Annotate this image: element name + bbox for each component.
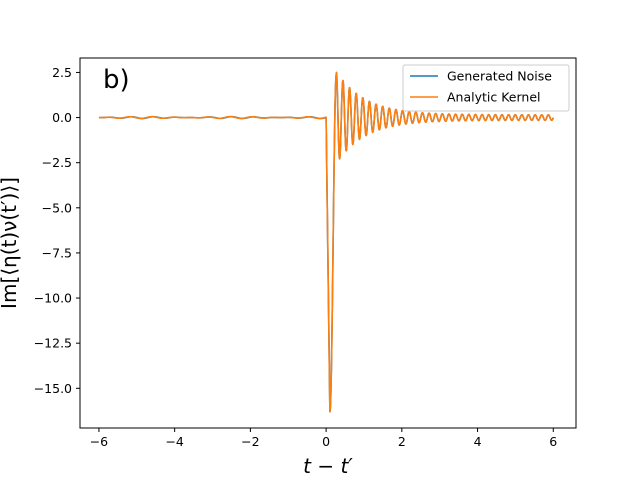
x-tick-label: −4 (165, 434, 183, 449)
axes-frame (79, 57, 577, 429)
x-tick-label: 4 (474, 434, 482, 449)
x-axis-ticks: −6 −4 −2 0 2 4 6 (90, 428, 557, 449)
y-tick-label: −2.5 (42, 155, 72, 170)
legend-label-generated-noise: Generated Noise (447, 69, 552, 84)
y-tick-label: −5.0 (42, 200, 72, 215)
x-axis-label: t − t′ (303, 454, 353, 478)
y-tick-label: −12.5 (34, 336, 72, 351)
x-tick-label: 0 (322, 434, 330, 449)
plot-lines (98, 71, 555, 413)
legend-label-analytic-kernel: Analytic Kernel (447, 90, 541, 105)
x-tick-label: 2 (398, 434, 406, 449)
y-tick-label: −10.0 (34, 291, 72, 306)
x-tick-label: −6 (90, 434, 108, 449)
x-tick-label: −2 (241, 434, 259, 449)
series-line-analytic-kernel (98, 71, 555, 413)
y-tick-label: 2.5 (52, 65, 72, 80)
y-tick-label: −7.5 (42, 245, 72, 260)
panel-label: b) (103, 65, 130, 95)
y-axis-label: Im[⟨η(t)ν(t′)⟩] (0, 177, 21, 309)
x-tick-label: 6 (549, 434, 557, 449)
y-tick-label: 0.0 (52, 110, 72, 125)
legend: Generated Noise Analytic Kernel (402, 64, 570, 112)
legend-box (402, 64, 570, 112)
y-axis-ticks: 2.5 0.0 −2.5 −5.0 −7.5 −10.0 −12.5 −15.0 (34, 65, 80, 396)
y-tick-label: −15.0 (34, 381, 72, 396)
